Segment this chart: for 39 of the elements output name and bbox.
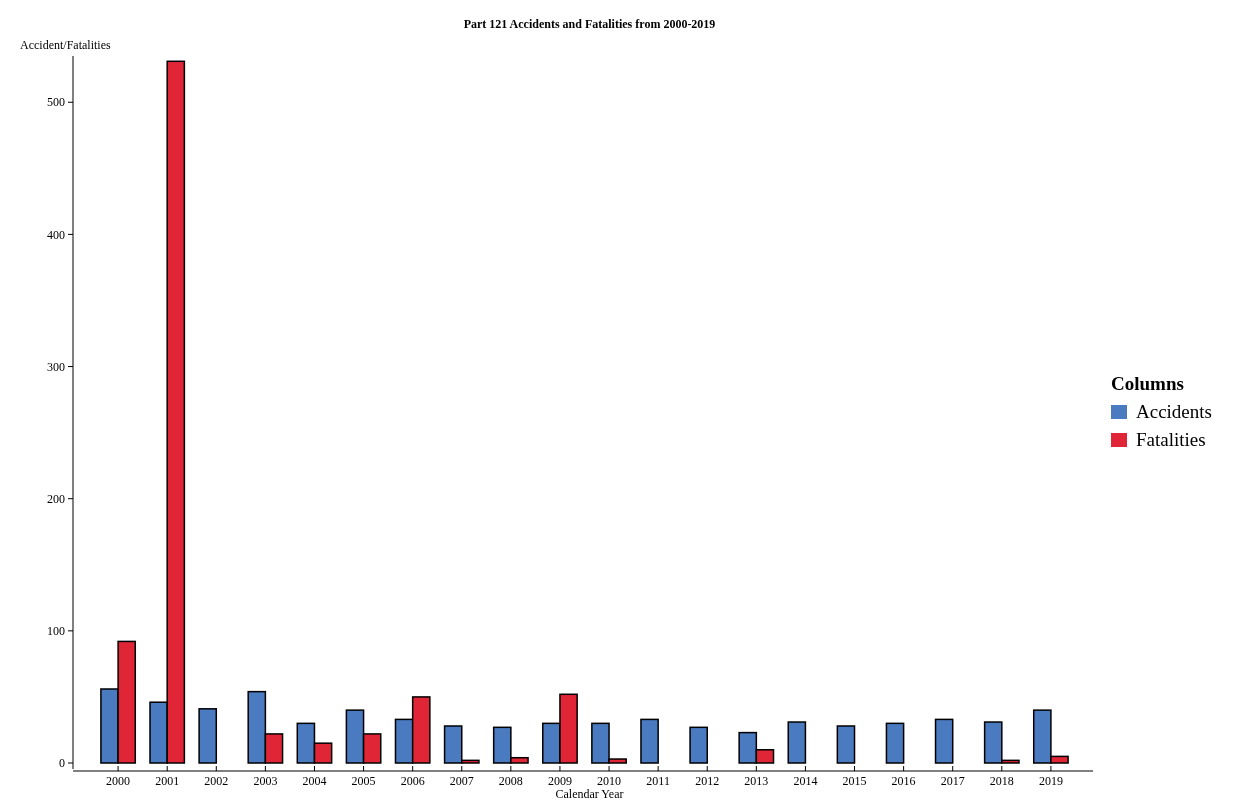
y-axis-title: Accident/Fatalities — [20, 38, 111, 52]
x-tick-label: 2010 — [597, 774, 622, 788]
x-tick-label: 2000 — [106, 774, 131, 788]
y-tick-label: 400 — [47, 227, 65, 242]
x-tick-label: 2018 — [989, 774, 1014, 788]
x-tick-label: 2007 — [449, 774, 474, 788]
x-tick-label: 2009 — [547, 774, 572, 788]
x-tick-label: 2015 — [842, 774, 867, 788]
x-tick-label: 2019 — [1038, 774, 1063, 788]
x-tick-label: 2011 — [646, 774, 670, 788]
bar — [640, 718, 659, 764]
x-tick-label: 2016 — [891, 774, 916, 788]
y-tick-label: 500 — [47, 95, 65, 110]
bar — [198, 708, 218, 764]
x-tick-label: 2008 — [498, 774, 523, 788]
x-tick-label: 2004 — [302, 774, 327, 788]
chart-title: Part 121 Accidents and Fatalities from 2000-2019 — [463, 17, 716, 31]
legend-label: Accidents — [1136, 401, 1212, 422]
y-tick-label: 300 — [47, 359, 65, 374]
x-tick-label: 2006 — [400, 774, 425, 788]
x-tick-label: 2005 — [351, 774, 376, 788]
y-tick-label: 100 — [47, 624, 65, 639]
x-tick-label: 2012 — [695, 774, 720, 788]
y-tick-label: 200 — [47, 491, 65, 506]
x-tick-label: 2002 — [204, 774, 229, 788]
legend-label: Fatalities — [1136, 429, 1206, 450]
y-tick-label: 0 — [59, 756, 65, 771]
bar — [836, 725, 856, 764]
x-axis-title: Calendar Year — [555, 787, 624, 801]
legend-title: Columns — [1111, 373, 1184, 394]
x-tick-label: 2017 — [940, 774, 965, 788]
bar — [885, 722, 905, 764]
bar — [689, 726, 708, 764]
bar — [787, 721, 807, 764]
x-tick-label: 2003 — [253, 774, 278, 788]
x-tick-label: 2013 — [744, 774, 769, 788]
bar — [934, 718, 954, 764]
x-tick-label: 2014 — [793, 774, 818, 788]
x-tick-label: 2001 — [155, 774, 180, 788]
